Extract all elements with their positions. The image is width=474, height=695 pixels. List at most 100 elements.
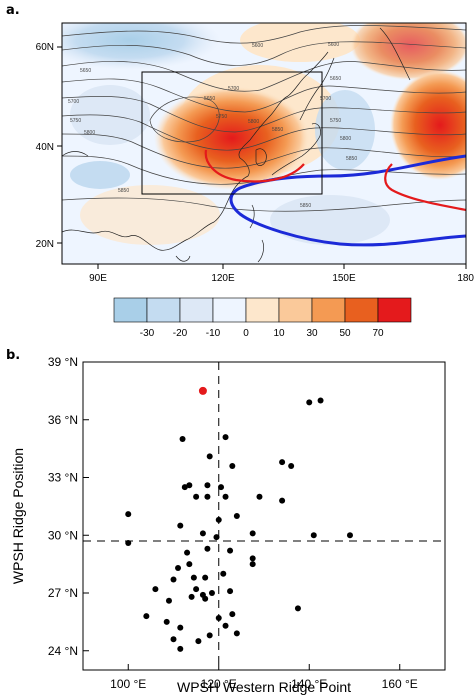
data-point bbox=[229, 611, 236, 618]
data-point bbox=[152, 586, 159, 593]
lat-tick-20n: 20N bbox=[36, 239, 54, 250]
data-point bbox=[233, 630, 240, 637]
data-point bbox=[218, 484, 225, 491]
x-tick-label: 160 °E bbox=[382, 677, 418, 691]
data-point bbox=[213, 534, 220, 541]
map-panel: 5600 5650 5700 5750 5800 5850 5650 5700 … bbox=[36, 22, 474, 284]
data-point bbox=[204, 482, 211, 489]
data-point bbox=[306, 399, 313, 406]
lon-tick-150e: 150E bbox=[332, 273, 356, 284]
data-point bbox=[170, 636, 177, 643]
svg-text:5800: 5800 bbox=[340, 136, 351, 142]
data-point bbox=[249, 530, 256, 537]
colorbar-swatch bbox=[311, 297, 346, 323]
data-point bbox=[179, 436, 186, 442]
data-point bbox=[143, 613, 150, 620]
data-point bbox=[256, 493, 263, 500]
scatter-chart: 100 °E 120 °E 140 °E 160 °E 24 °N 27 °N 30 °N… bbox=[10, 355, 446, 695]
scatter-points bbox=[125, 386, 353, 652]
colorbar-label: 30 bbox=[306, 328, 318, 339]
study-region-box bbox=[141, 71, 323, 195]
data-point bbox=[249, 561, 256, 568]
map-shading: 5600 5650 5700 5750 5800 5850 5650 5700 … bbox=[62, 23, 466, 264]
data-point bbox=[220, 570, 227, 577]
data-point bbox=[190, 574, 197, 581]
data-point bbox=[165, 597, 172, 604]
svg-text:5600: 5600 bbox=[328, 42, 339, 48]
panel-a-label: a. bbox=[6, 3, 20, 18]
data-point bbox=[199, 530, 206, 537]
data-point bbox=[222, 622, 229, 629]
y-tick-label: 30 °N bbox=[48, 528, 78, 542]
data-point bbox=[317, 397, 324, 404]
colorbar-swatch bbox=[146, 297, 181, 323]
coastlines bbox=[62, 27, 411, 263]
colorbar-swatch bbox=[212, 297, 247, 323]
svg-text:5850: 5850 bbox=[272, 127, 283, 133]
data-point bbox=[177, 522, 184, 529]
svg-text:5800: 5800 bbox=[84, 130, 95, 136]
lat-tick-40n: 40N bbox=[36, 142, 54, 153]
data-point bbox=[170, 576, 177, 583]
data-point bbox=[195, 638, 202, 645]
data-point bbox=[215, 615, 222, 622]
data-point bbox=[279, 459, 286, 466]
data-point bbox=[177, 624, 184, 631]
data-point bbox=[184, 549, 191, 556]
data-point bbox=[204, 493, 211, 500]
data-point bbox=[206, 453, 213, 460]
data-point bbox=[193, 586, 200, 593]
colorbar-swatch bbox=[245, 297, 280, 323]
data-point bbox=[181, 484, 188, 491]
data-point bbox=[233, 513, 240, 519]
data-point bbox=[222, 493, 229, 500]
svg-text:5700: 5700 bbox=[320, 96, 331, 102]
plot-frame bbox=[82, 361, 446, 671]
colorbar-swatch bbox=[179, 297, 214, 323]
y-tick-label: 27 °N bbox=[48, 586, 78, 600]
svg-text:5800: 5800 bbox=[248, 119, 259, 125]
data-point bbox=[208, 590, 215, 596]
map-tick-marks bbox=[57, 46, 467, 269]
data-point bbox=[206, 632, 213, 639]
data-point bbox=[249, 555, 256, 562]
data-point bbox=[346, 532, 353, 539]
data-point bbox=[188, 593, 195, 600]
svg-text:5850: 5850 bbox=[346, 156, 357, 162]
y-axis-title: WPSH Ridge Position bbox=[10, 448, 26, 584]
y-axis-ticks: 24 °N 27 °N 30 °N 33 °N 36 °N 39 °N bbox=[48, 355, 89, 658]
svg-text:5700: 5700 bbox=[228, 86, 239, 92]
data-point bbox=[125, 539, 132, 546]
lon-tick-90e: 90E bbox=[89, 273, 107, 284]
svg-text:5600: 5600 bbox=[252, 43, 263, 49]
data-point bbox=[227, 547, 234, 554]
colorbar-swatch bbox=[377, 297, 412, 323]
lon-tick-120e: 120E bbox=[211, 273, 235, 284]
data-point bbox=[204, 545, 211, 552]
x-tick-label: 100 °E bbox=[110, 677, 146, 691]
y-tick-label: 24 °N bbox=[48, 644, 78, 658]
svg-text:5650: 5650 bbox=[204, 96, 215, 102]
colorbar-label: 70 bbox=[372, 328, 384, 339]
svg-text:5650: 5650 bbox=[330, 76, 341, 82]
data-point bbox=[294, 605, 301, 612]
y-tick-label: 39 °N bbox=[48, 355, 78, 369]
ridge-line-red-right bbox=[384, 163, 466, 212]
data-point bbox=[186, 482, 193, 489]
data-point bbox=[163, 618, 170, 625]
contour-labels: 5600 5650 5700 5750 5800 5850 5650 5700 … bbox=[68, 42, 357, 209]
data-point bbox=[202, 595, 209, 602]
data-point bbox=[229, 462, 236, 469]
svg-text:5700: 5700 bbox=[68, 99, 79, 105]
data-point bbox=[215, 516, 222, 523]
colorbar-swatch bbox=[344, 297, 379, 323]
data-point bbox=[288, 462, 295, 469]
x-axis-title: WPSH Western Ridge Point bbox=[177, 679, 351, 695]
data-point bbox=[175, 564, 182, 571]
data-point bbox=[193, 493, 200, 500]
colorbar-label: -30 bbox=[140, 328, 155, 339]
svg-text:5650: 5650 bbox=[80, 68, 91, 74]
y-tick-label: 33 °N bbox=[48, 471, 78, 485]
lon-tick-180: 180 bbox=[457, 273, 474, 284]
lat-tick-60n: 60N bbox=[36, 42, 54, 53]
